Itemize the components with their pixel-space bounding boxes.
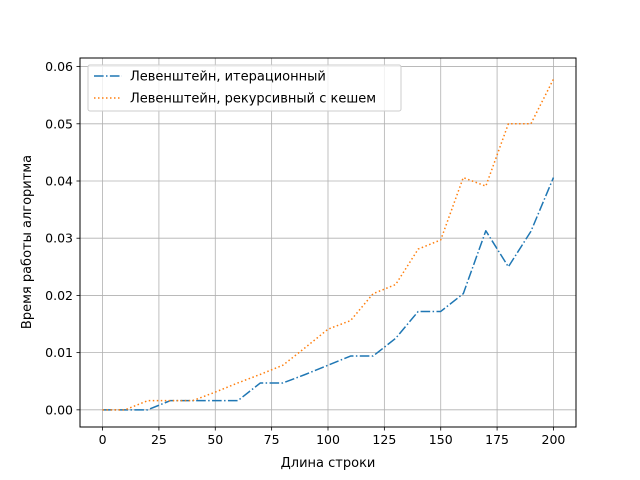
x-tick-label: 50 <box>207 432 223 447</box>
ticks: 0 25 50 75 100 125 150 175 200 0.00 0.01 0.02 0.03 0.… <box>45 59 565 447</box>
x-tick-label: 100 <box>316 432 340 447</box>
x-tick-label: 150 <box>429 432 453 447</box>
legend-label-2: Левенштейн, рекурсивный с кешем <box>130 92 376 107</box>
y-tick-label: 0.04 <box>45 174 73 189</box>
y-tick-label: 0.03 <box>45 231 73 246</box>
series-lines <box>102 78 555 411</box>
y-tick-label: 0.01 <box>45 345 73 360</box>
y-axis-label: Время работы алгоритма <box>20 155 35 329</box>
x-tick-label: 0 <box>99 432 107 447</box>
y-tick-label: 0.02 <box>45 288 73 303</box>
x-axis-label: Длина строки <box>281 456 376 471</box>
y-tick-label: 0.00 <box>45 402 73 417</box>
y-tick-label: 0.05 <box>45 116 73 131</box>
grid <box>80 58 576 427</box>
legend-box <box>87 64 402 112</box>
x-tick-label: 200 <box>542 432 566 447</box>
x-tick-label: 125 <box>372 432 396 447</box>
legend-label-1: Левенштейн, итерационный <box>130 70 326 85</box>
x-tick-label: 175 <box>485 432 509 447</box>
legend: Левенштейн, итерационный Левенштейн, реку… <box>87 64 402 112</box>
y-tick-label: 0.06 <box>45 59 73 74</box>
x-tick-label: 25 <box>151 432 167 447</box>
series-line-2 <box>102 78 555 411</box>
x-tick-label: 75 <box>264 432 280 447</box>
